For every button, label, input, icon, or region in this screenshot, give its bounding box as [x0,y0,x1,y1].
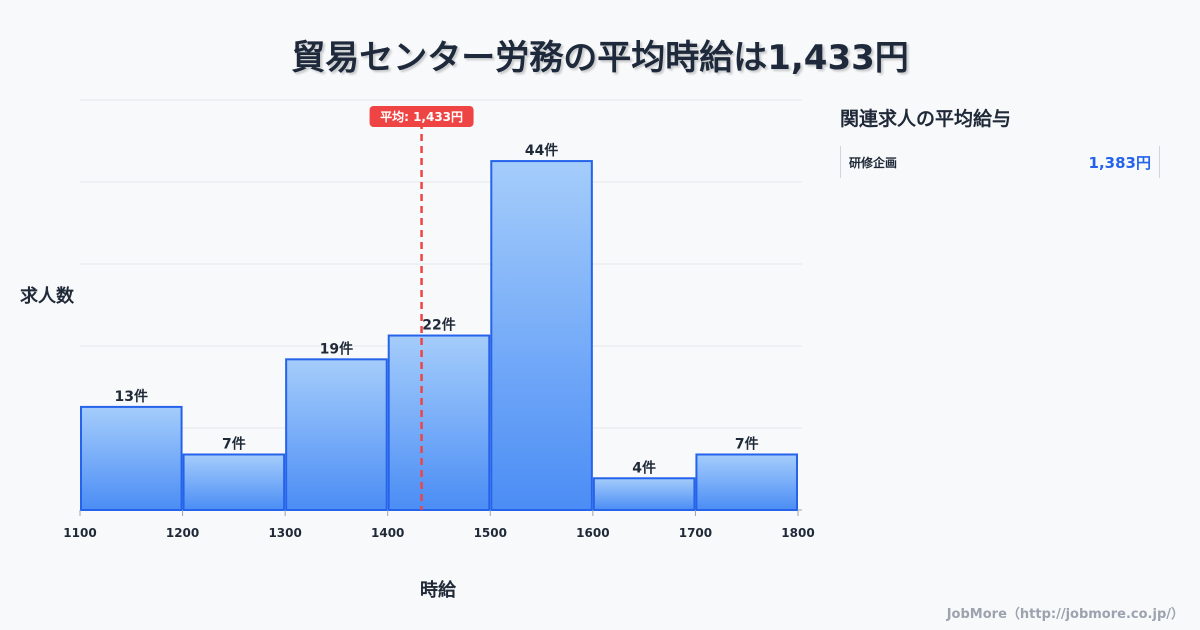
x-tick-label: 1800 [781,526,814,540]
x-tick-label: 1200 [166,526,199,540]
related-job-salary: 1,383円 [1088,153,1151,172]
bar [592,477,696,512]
bar [182,453,286,511]
bar [695,453,799,511]
bar-label: 44件 [525,142,558,159]
x-tick-label: 1600 [576,526,609,540]
bar-label: 4件 [632,459,656,476]
x-tick-label: 1300 [268,526,301,540]
related-salaries-title: 関連求人の平均給与 [840,108,1012,130]
page-title: 貿易センター労務の平均時給は1,433円 [291,38,909,78]
bar [80,405,183,511]
footer-credit: JobMore（http://jobmore.co.jp/） [946,607,1184,622]
y-axis-label: 求人数 [20,286,74,307]
bar-label: 22件 [422,317,455,334]
x-tick-label: 1500 [474,526,507,540]
mean-label: 平均: 1,433円 [380,109,463,124]
bar-label: 13件 [115,388,148,405]
x-tick-label: 1700 [679,526,712,540]
related-job-card[interactable]: 研修企画 1,383円 [840,146,1160,178]
bar [490,160,593,511]
x-axis-label: 時給 [420,580,456,601]
related-job-name: 研修企画 [849,155,898,170]
mean-badge [369,106,474,127]
bar-label: 7件 [735,435,759,452]
bar-label: 7件 [222,435,246,452]
bar-label: 19件 [320,340,353,357]
x-tick-label: 1400 [371,526,404,540]
bar [387,334,491,511]
bar [285,358,388,512]
x-tick-label: 1100 [63,526,96,540]
